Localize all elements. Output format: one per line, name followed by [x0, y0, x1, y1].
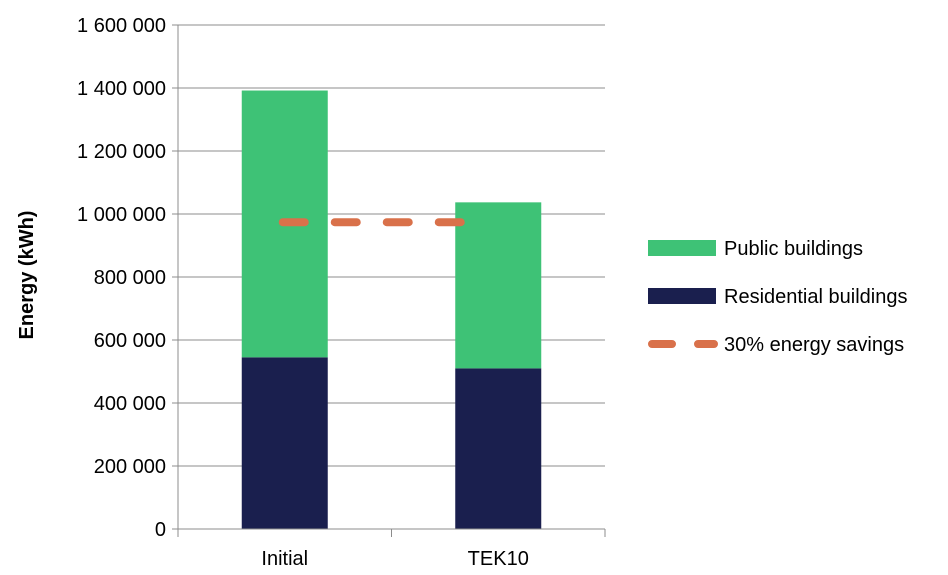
legend-swatch-residential-buildings [648, 288, 716, 304]
bar-residential-buildings-tek10 [455, 368, 542, 529]
y-tick-label: 1 400 000 [77, 78, 166, 100]
y-tick-label: 600 000 [94, 330, 166, 352]
bars [241, 90, 542, 529]
x-tick-label: Initial [261, 548, 308, 570]
legend: Public buildings Residential buildings 30%… [648, 238, 907, 356]
tick-labels: 0 200 000 400 000 600 000 800 000 1 000 000 1 … [77, 15, 529, 570]
y-tick-label: 200 000 [94, 456, 166, 478]
y-tick-label: 1 600 000 [77, 15, 166, 37]
legend-label-30-energy-savings: 30% energy savings [724, 334, 904, 356]
legend-swatch-public-buildings [648, 240, 716, 256]
y-tick-label: 1 200 000 [77, 141, 166, 163]
legend-label-public-buildings: Public buildings [724, 238, 863, 260]
y-tick-label: 0 [155, 519, 166, 541]
bar-residential-buildings-initial [241, 357, 328, 529]
y-tick-label: 400 000 [94, 393, 166, 415]
y-axis-title: Energy (kWh) [16, 211, 38, 340]
bar-public-buildings-tek10 [455, 202, 542, 369]
legend-label-residential-buildings: Residential buildings [724, 286, 907, 308]
axes [172, 24, 606, 537]
y-tick-label: 800 000 [94, 267, 166, 289]
y-tick-label: 1 000 000 [77, 204, 166, 226]
x-tick-label: TEK10 [468, 548, 529, 570]
